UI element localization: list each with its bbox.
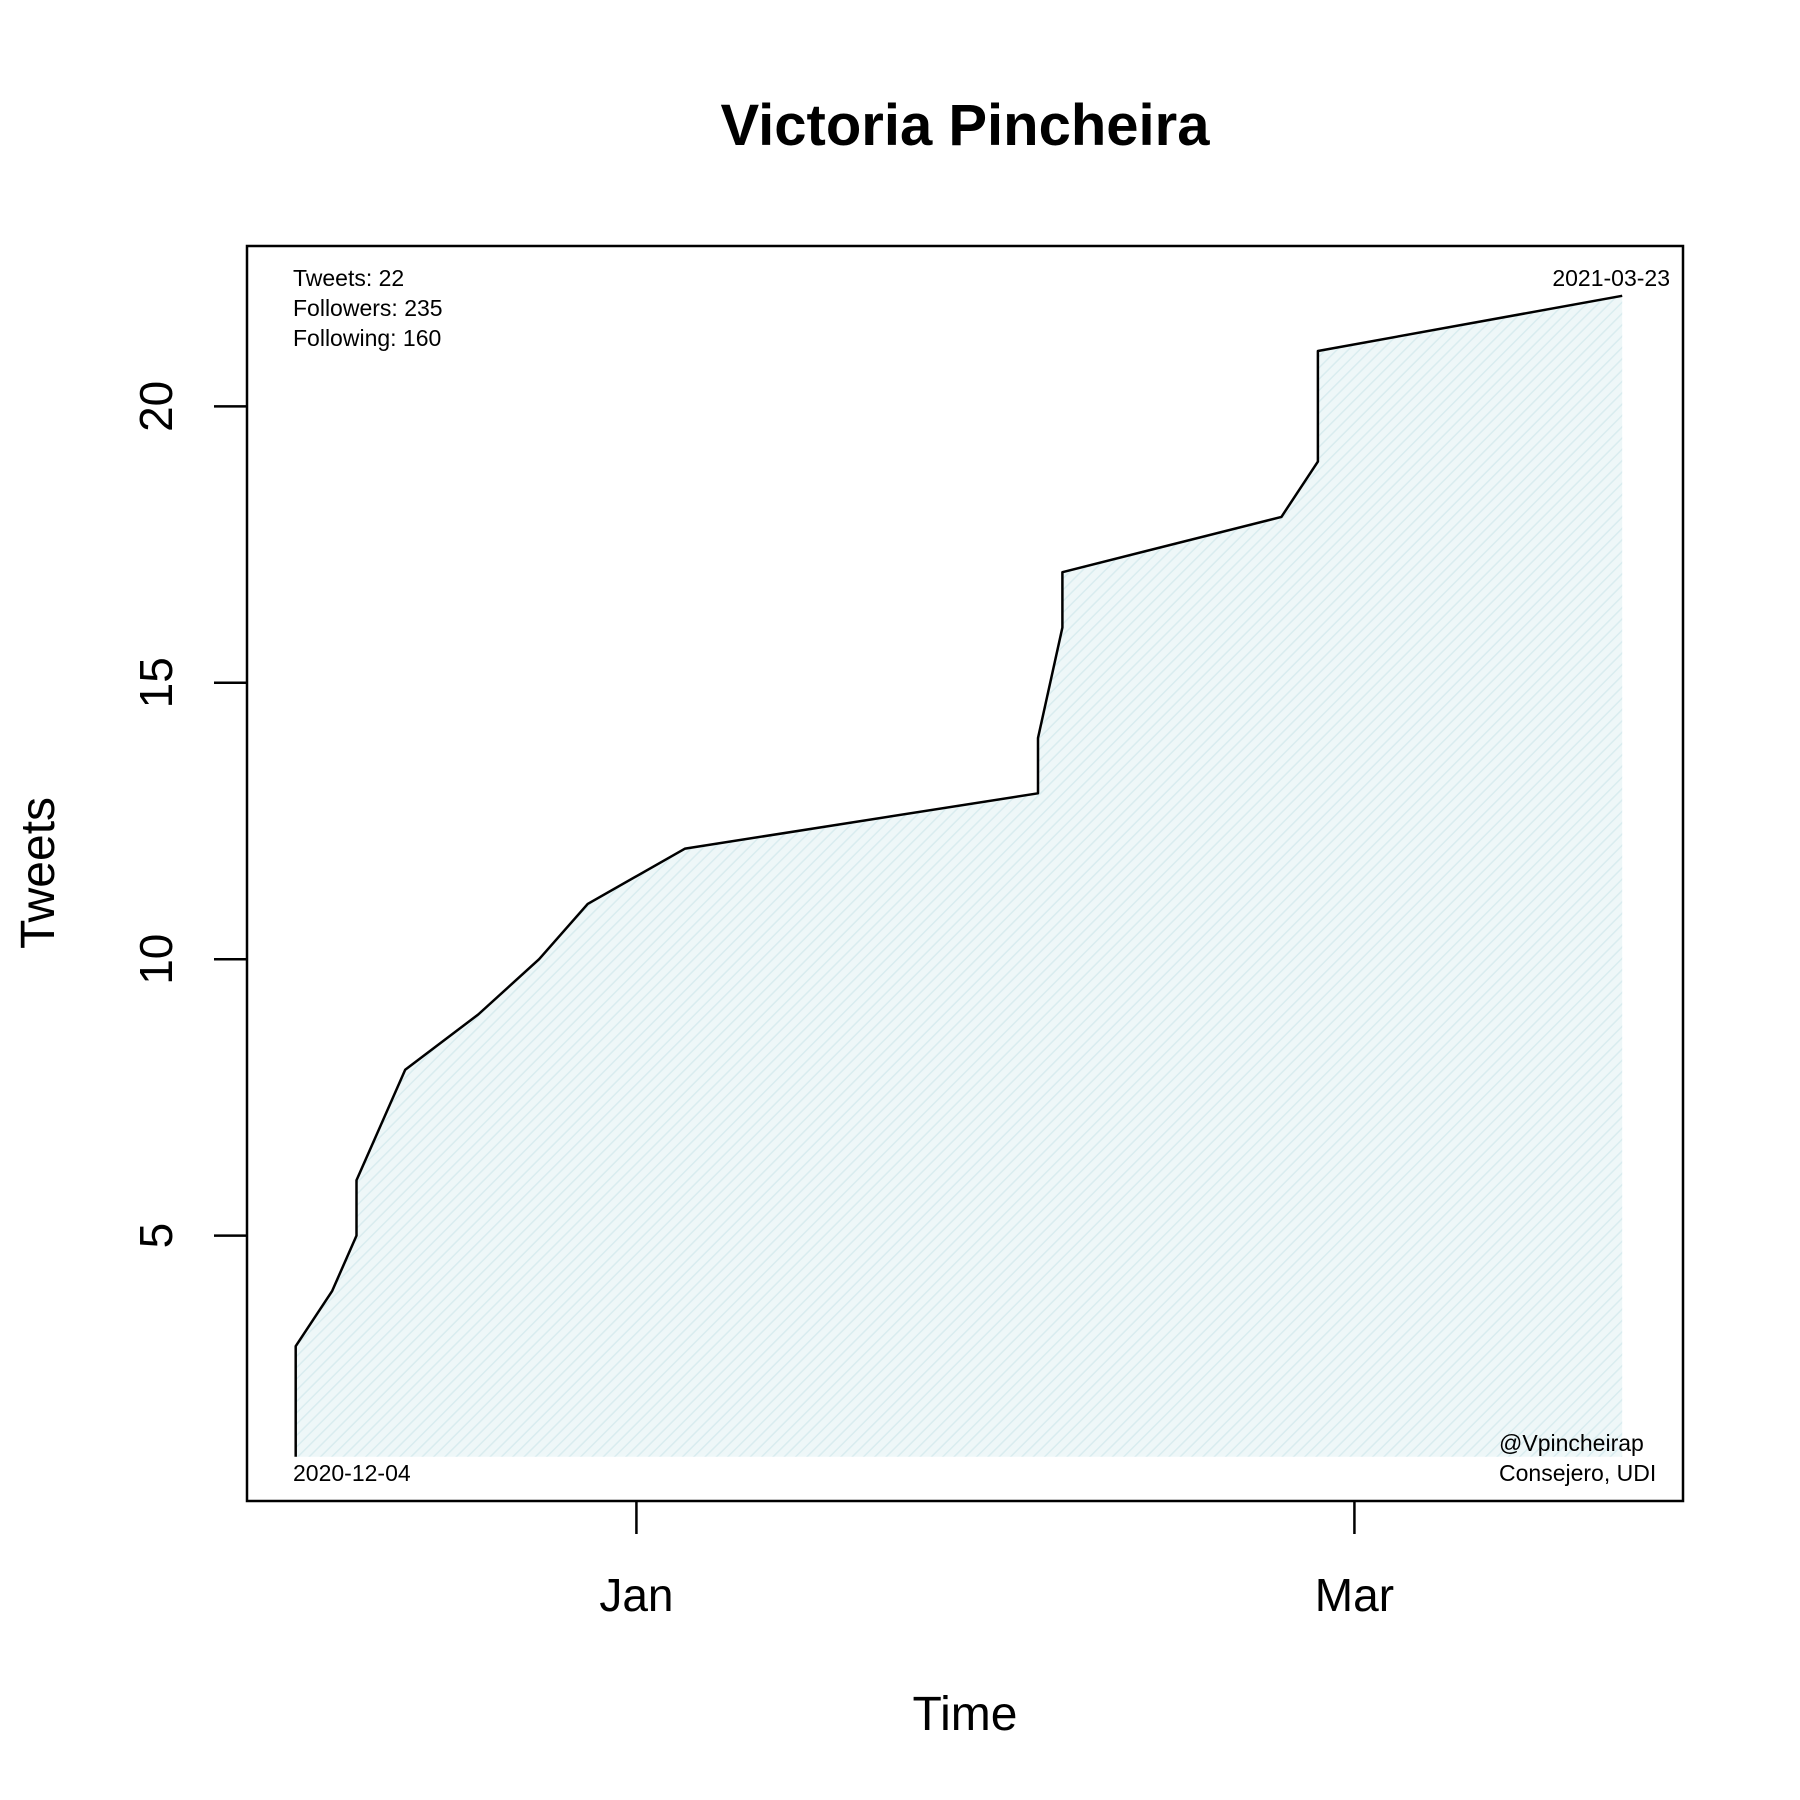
stat-tweets: Tweets: 22 xyxy=(293,265,404,291)
handle-label: @Vpincheirap xyxy=(1499,1430,1644,1456)
x-axis: Jan Mar xyxy=(599,1501,1394,1621)
end-date-label: 2021-03-23 xyxy=(1552,265,1670,291)
y-tick-label-2: 15 xyxy=(130,657,182,708)
x-tick-label-1: Mar xyxy=(1315,1569,1394,1621)
y-tick-label-0: 5 xyxy=(130,1223,182,1249)
stat-followers: Followers: 235 xyxy=(293,295,443,321)
start-date-label: 2020-12-04 xyxy=(293,1460,411,1486)
x-axis-title: Time xyxy=(913,1688,1018,1741)
chart-title: Victoria Pincheira xyxy=(721,93,1211,158)
series-0-line xyxy=(294,294,1623,1457)
role-label: Consejero, UDI xyxy=(1499,1460,1656,1486)
y-tick-label-3: 20 xyxy=(130,381,182,432)
series-0-area xyxy=(295,295,1623,1457)
plot-frame xyxy=(245,244,1685,1503)
stat-following: Following: 160 xyxy=(293,325,441,351)
stats-annotation: Tweets: 22 Followers: 235 Following: 160 xyxy=(293,265,443,351)
plot-area xyxy=(294,294,1623,1457)
y-axis-title: Tweets xyxy=(12,797,65,949)
x-tick-label-0: Jan xyxy=(599,1569,673,1621)
y-axis: 5 10 15 20 xyxy=(130,381,247,1249)
y-tick-label-1: 10 xyxy=(130,934,182,985)
